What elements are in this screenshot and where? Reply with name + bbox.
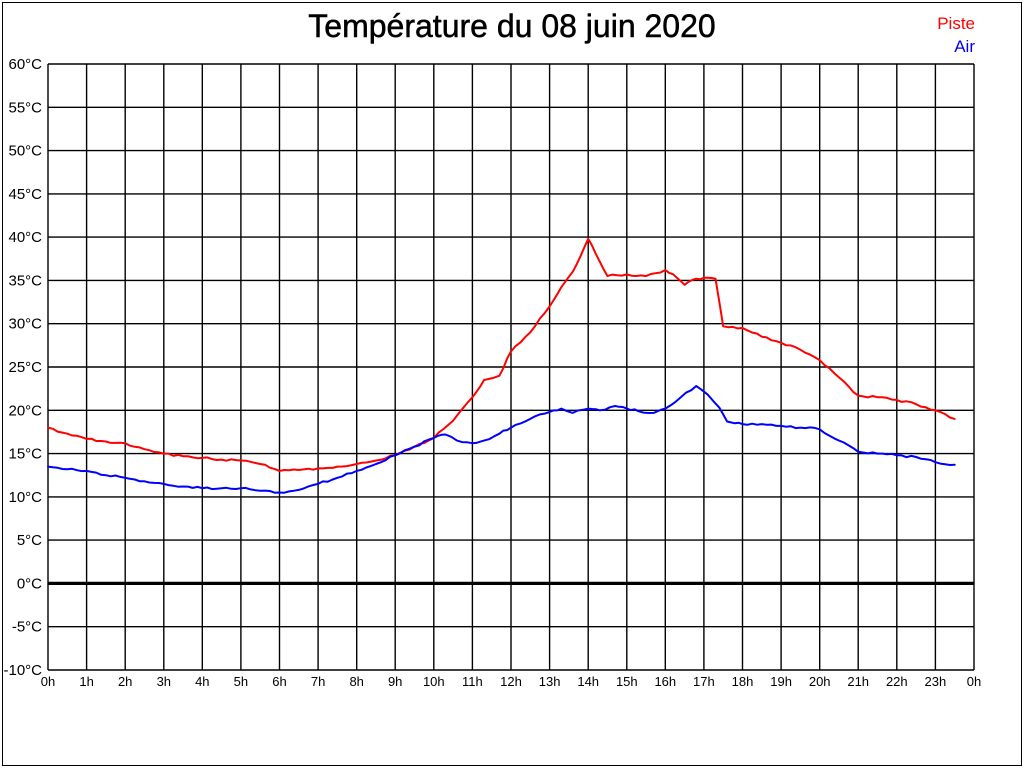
svg-text:10h: 10h <box>423 674 445 689</box>
svg-text:0h: 0h <box>967 674 981 689</box>
svg-text:14h: 14h <box>577 674 599 689</box>
svg-text:0°C: 0°C <box>17 575 42 592</box>
svg-text:6h: 6h <box>272 674 286 689</box>
svg-text:23h: 23h <box>925 674 947 689</box>
svg-text:30°C: 30°C <box>8 316 42 333</box>
svg-text:9h: 9h <box>388 674 402 689</box>
svg-text:60°C: 60°C <box>8 56 42 73</box>
svg-text:21h: 21h <box>847 674 869 689</box>
svg-text:50°C: 50°C <box>8 143 42 160</box>
svg-text:15°C: 15°C <box>8 446 42 463</box>
svg-text:-10°C: -10°C <box>3 662 42 679</box>
svg-text:35°C: 35°C <box>8 272 42 289</box>
svg-text:13h: 13h <box>539 674 561 689</box>
svg-text:2h: 2h <box>118 674 132 689</box>
svg-text:10°C: 10°C <box>8 489 42 506</box>
svg-text:40°C: 40°C <box>8 229 42 246</box>
svg-text:11h: 11h <box>462 674 483 689</box>
svg-text:22h: 22h <box>886 674 908 689</box>
svg-text:20°C: 20°C <box>8 402 42 419</box>
svg-text:25°C: 25°C <box>8 359 42 376</box>
svg-text:-5°C: -5°C <box>12 619 42 636</box>
svg-text:5h: 5h <box>234 674 248 689</box>
svg-text:4h: 4h <box>195 674 209 689</box>
svg-text:45°C: 45°C <box>8 186 42 203</box>
svg-text:3h: 3h <box>157 674 171 689</box>
svg-text:18h: 18h <box>732 674 754 689</box>
svg-text:55°C: 55°C <box>8 99 42 116</box>
svg-text:5°C: 5°C <box>17 532 42 549</box>
svg-text:0h: 0h <box>41 674 55 689</box>
svg-text:16h: 16h <box>654 674 676 689</box>
svg-text:20h: 20h <box>809 674 831 689</box>
svg-text:7h: 7h <box>311 674 325 689</box>
svg-text:8h: 8h <box>349 674 363 689</box>
svg-text:17h: 17h <box>693 674 715 689</box>
svg-text:1h: 1h <box>79 674 93 689</box>
svg-text:19h: 19h <box>770 674 792 689</box>
svg-text:15h: 15h <box>616 674 638 689</box>
svg-text:12h: 12h <box>500 674 522 689</box>
